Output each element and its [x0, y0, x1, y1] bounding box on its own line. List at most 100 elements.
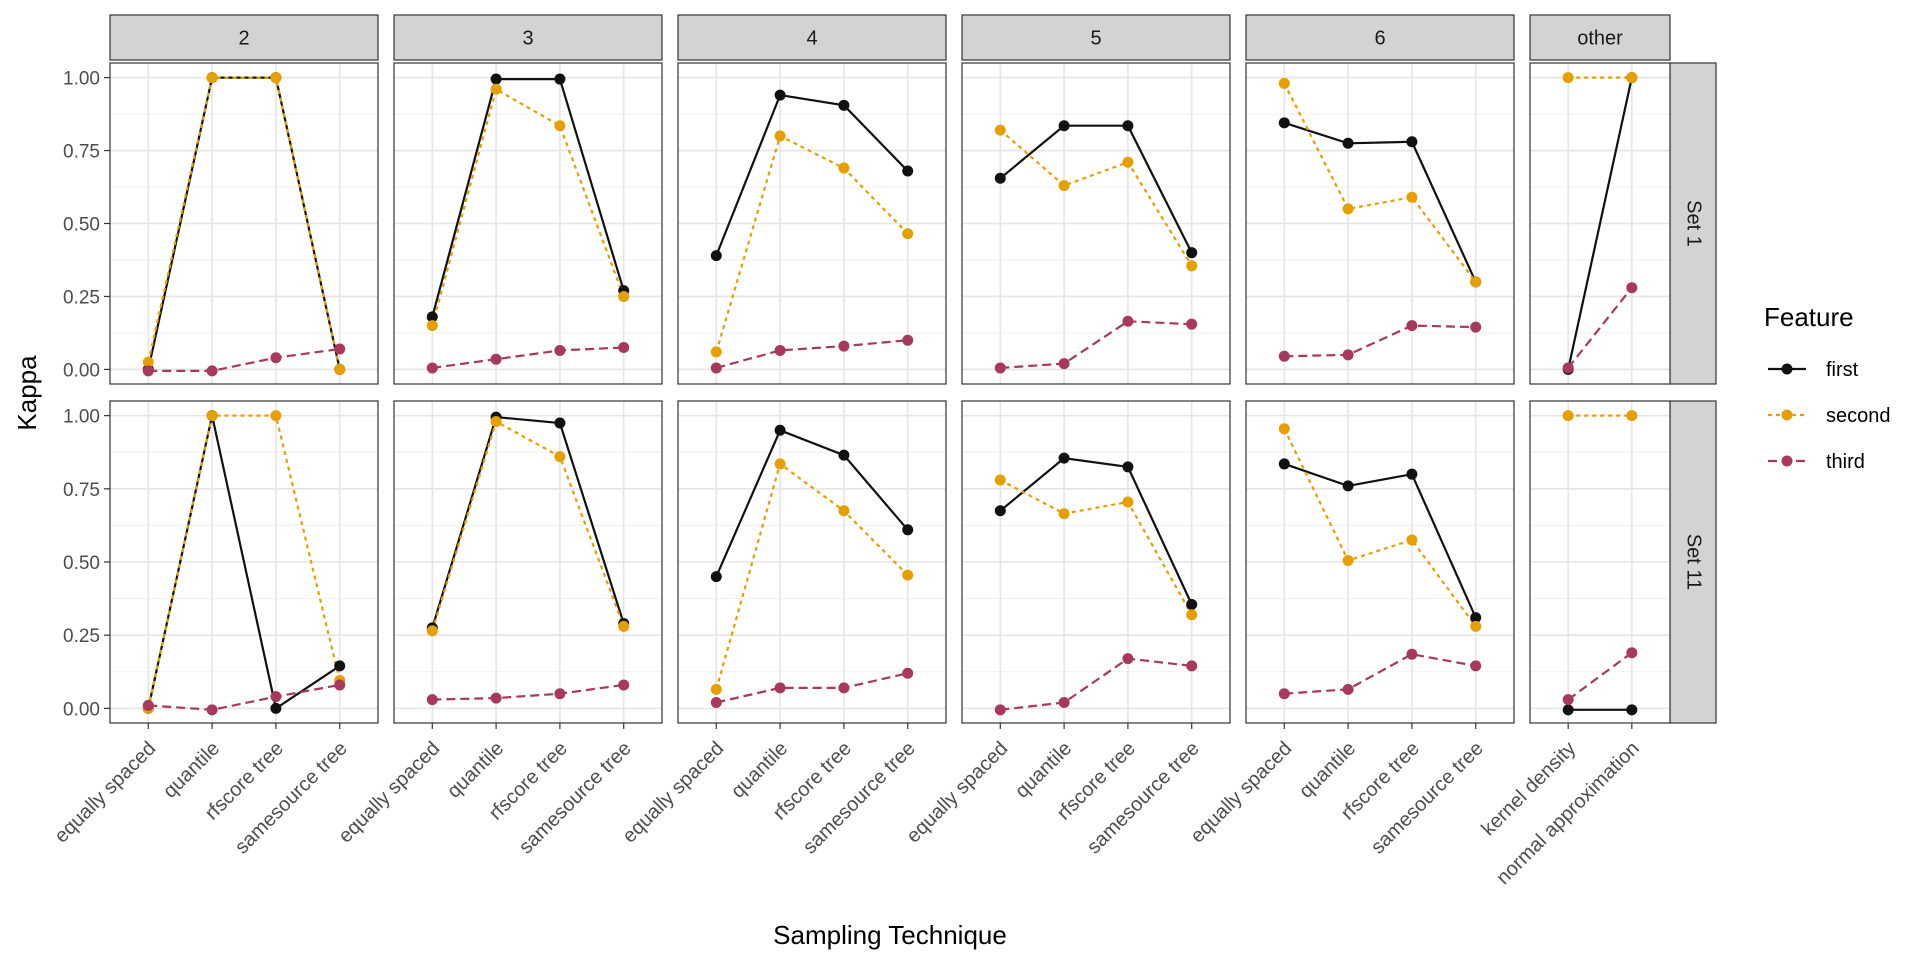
series-line-second: [715, 462, 909, 690]
data-point-first: [554, 417, 566, 429]
data-point-second: [774, 130, 786, 142]
data-point-second: [1278, 423, 1290, 435]
data-point-third: [206, 365, 218, 377]
data-point-third: [142, 365, 154, 377]
x-axis-title: Sampling Technique: [773, 920, 1007, 950]
x-tick-label: equally spaced: [334, 737, 444, 847]
y-tick-label: 0.50: [63, 215, 100, 236]
series-line-second: [999, 129, 1193, 267]
x-tick-label: samesource tree: [799, 737, 920, 858]
series-line-first: [1283, 121, 1477, 283]
series-line-first: [715, 428, 909, 578]
data-point-second: [838, 505, 850, 517]
y-tick-label: 0.00: [63, 360, 100, 381]
x-tick-label: samesource tree: [515, 737, 636, 858]
x-tick-label: quantile: [1295, 737, 1360, 802]
data-point-third: [774, 682, 786, 694]
data-point-second: [994, 474, 1006, 486]
data-point-second: [902, 569, 914, 581]
y-tick-label: 1.00: [63, 407, 100, 428]
y-tick-label: 0.25: [63, 287, 100, 308]
data-point-first: [994, 172, 1006, 184]
data-point-second: [618, 290, 630, 302]
facet-strip-label: 5: [1090, 28, 1101, 50]
series-line-second: [147, 76, 341, 370]
data-point-third: [554, 344, 566, 356]
data-point-second: [490, 83, 502, 95]
panel-border: [677, 400, 947, 724]
data-point-second: [1278, 77, 1290, 89]
series-line-first: [1567, 77, 1633, 370]
data-point-first: [554, 73, 566, 85]
data-point-first: [1186, 247, 1198, 259]
data-point-third: [1058, 697, 1070, 709]
facet-strip-other: [1529, 14, 1671, 61]
data-point-third: [426, 362, 438, 374]
x-tick-label: samesource tree: [1083, 737, 1204, 858]
panel-border: [961, 62, 1231, 385]
data-point-second: [206, 72, 218, 84]
data-point-first: [1278, 458, 1290, 470]
y-axis-title: Kappa: [12, 355, 42, 431]
facet-strip-4: [677, 14, 947, 61]
series-line-first: [999, 124, 1193, 254]
data-point-third: [206, 704, 218, 716]
series-line-second: [1283, 82, 1477, 283]
data-point-third: [1626, 647, 1638, 659]
legend-point-third: [1781, 455, 1793, 467]
x-tick-label: equally spaced: [50, 737, 160, 847]
data-point-third: [1406, 320, 1418, 332]
data-point-second: [1342, 555, 1354, 567]
data-point-second: [1406, 191, 1418, 203]
row-strip-1: [1669, 62, 1717, 385]
data-point-third: [1122, 315, 1134, 327]
data-point-first: [1122, 120, 1134, 132]
data-point-first: [1342, 480, 1354, 492]
data-point-third: [1406, 648, 1418, 660]
data-point-second: [1406, 534, 1418, 546]
x-tick-label: quantile: [1011, 737, 1076, 802]
panel-border: [1245, 400, 1515, 724]
data-point-third: [838, 682, 850, 694]
data-point-third: [618, 679, 630, 691]
series-line-third: [148, 347, 340, 372]
data-point-third: [490, 353, 502, 365]
data-point-second: [710, 346, 722, 358]
data-point-second: [142, 356, 154, 368]
data-point-third: [1278, 688, 1290, 700]
data-point-third: [902, 667, 914, 679]
data-point-second: [710, 683, 722, 695]
data-point-second: [1122, 496, 1134, 508]
data-point-third: [1470, 660, 1482, 672]
series-line-first: [147, 415, 341, 711]
data-point-third: [994, 362, 1006, 374]
panel-border: [393, 400, 663, 724]
series-line-third: [1567, 287, 1633, 369]
data-point-second: [618, 620, 630, 632]
series-line-first: [715, 93, 909, 257]
data-point-second: [270, 410, 282, 422]
data-point-first: [1122, 461, 1134, 473]
data-point-second: [554, 120, 566, 132]
y-tick-label: 0.25: [63, 626, 100, 647]
panel-border: [1245, 62, 1515, 385]
data-point-third: [554, 688, 566, 700]
legend-title: Feature: [1764, 302, 1854, 332]
data-point-second: [1626, 72, 1638, 84]
data-point-third: [1058, 358, 1070, 370]
legend-label-first: first: [1826, 359, 1859, 381]
data-point-third: [270, 691, 282, 703]
data-point-third: [334, 679, 346, 691]
data-point-first: [426, 311, 438, 323]
data-point-second: [1058, 180, 1070, 192]
data-point-second: [994, 124, 1006, 136]
data-point-third: [426, 694, 438, 706]
data-point-third: [490, 692, 502, 704]
panel-border: [1529, 62, 1671, 385]
data-point-first: [490, 73, 502, 85]
data-point-first: [1626, 704, 1638, 716]
data-point-first: [994, 505, 1006, 517]
x-tick-label: equally spaced: [902, 737, 1012, 847]
data-point-third: [710, 362, 722, 374]
